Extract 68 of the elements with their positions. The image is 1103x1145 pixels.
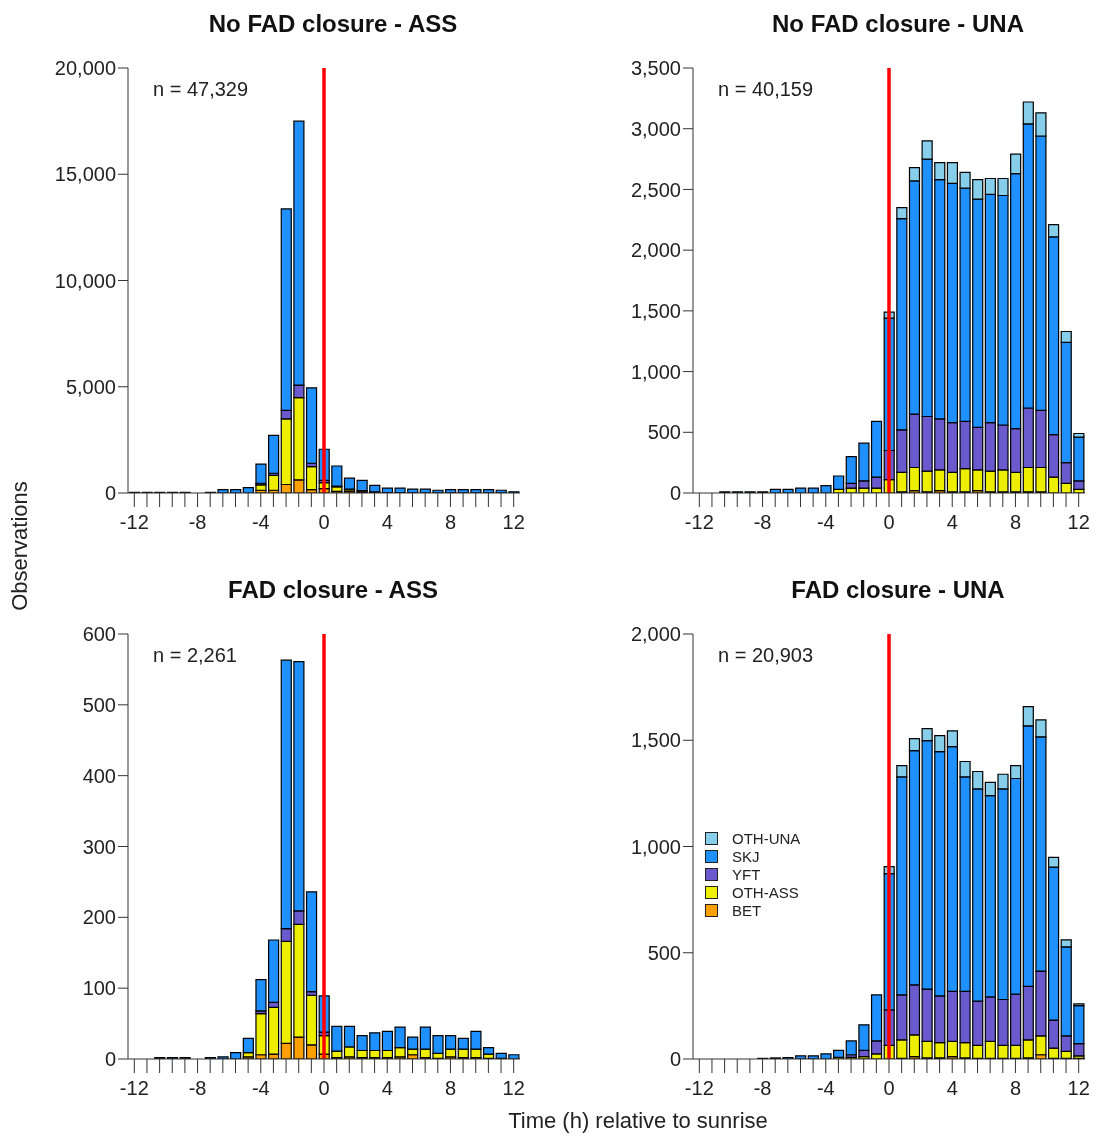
chart-title: No FAD closure - UNA: [771, 10, 1025, 38]
x-tick-label: -4: [251, 511, 270, 534]
legend-label: OTH-UNA: [732, 829, 801, 847]
x-tick-label: 8: [444, 1077, 457, 1100]
x-tick-label: -4: [816, 1077, 835, 1100]
y-tick-label: 1,000: [630, 835, 681, 858]
y-tick-label: 3,500: [630, 57, 681, 80]
y-tick-label: 15,000: [54, 163, 116, 186]
chart-title: FAD closure - UNA: [790, 576, 1006, 604]
y-tick-label: 100: [82, 977, 116, 1000]
legend-label: YFT: [732, 865, 761, 883]
y-tick-label: 200: [82, 906, 116, 929]
x-tick-label: 8: [1009, 1077, 1022, 1100]
x-tick-label: -8: [188, 511, 207, 534]
x-axis-title: Time (h) relative to sunrise: [507, 1108, 769, 1134]
y-tick-label: 300: [82, 835, 116, 858]
y-tick-label: 0: [669, 482, 681, 505]
y-tick-label: 1,000: [630, 360, 681, 383]
y-tick-label: 0: [104, 1048, 116, 1071]
x-tick-label: 4: [381, 511, 393, 534]
x-tick-label: 12: [502, 1077, 525, 1100]
x-tick-label: 12: [502, 511, 525, 534]
x-tick-label: -4: [816, 511, 835, 534]
x-tick-label: -4: [251, 1077, 270, 1100]
x-tick-label: 12: [1067, 1077, 1090, 1100]
x-tick-label: 0: [318, 511, 330, 534]
y-tick-label: 500: [82, 693, 116, 716]
y-tick-label: 2,000: [630, 623, 681, 646]
y-tick-label: 400: [82, 764, 116, 787]
x-tick-label: 8: [1009, 511, 1022, 534]
annotation: n = 47,329: [153, 78, 249, 101]
y-tick-label: 1,500: [630, 729, 681, 752]
x-tick-label: -12: [119, 1077, 149, 1100]
x-tick-label: 4: [946, 1077, 958, 1100]
chart-title: No FAD closure - ASS: [207, 10, 459, 38]
legend-label: BET: [732, 901, 762, 919]
y-axis-title: Observations: [7, 480, 33, 613]
x-tick-label: 4: [946, 511, 958, 534]
annotation: n = 20,903: [718, 644, 814, 667]
y-tick-label: 0: [669, 1048, 681, 1071]
x-tick-label: -8: [753, 511, 772, 534]
y-tick-label: 2,500: [630, 178, 681, 201]
y-tick-label: 500: [647, 941, 681, 964]
x-tick-label: -8: [753, 1077, 772, 1100]
y-tick-label: 600: [82, 623, 116, 646]
x-tick-label: -8: [188, 1077, 207, 1100]
x-tick-label: -12: [119, 511, 149, 534]
x-tick-label: 0: [883, 511, 895, 534]
x-tick-label: 0: [883, 1077, 895, 1100]
x-tick-label: -12: [684, 511, 714, 534]
x-tick-label: -12: [684, 1077, 714, 1100]
x-tick-label: 4: [381, 1077, 393, 1100]
x-tick-label: 0: [318, 1077, 330, 1100]
y-tick-label: 10,000: [54, 269, 116, 292]
legend-label: SKJ: [732, 847, 760, 865]
y-tick-label: 500: [647, 421, 681, 444]
chart-title: FAD closure - ASS: [227, 576, 439, 604]
annotation: n = 40,159: [718, 78, 814, 101]
x-tick-label: 8: [444, 511, 457, 534]
y-tick-label: 2,000: [630, 239, 681, 262]
y-tick-label: 5,000: [65, 375, 116, 398]
y-tick-label: 1,500: [630, 299, 681, 322]
annotation: n = 2,261: [153, 644, 237, 667]
y-tick-label: 20,000: [54, 57, 116, 80]
legend-label: OTH-ASS: [732, 883, 799, 901]
y-tick-label: 3,000: [630, 117, 681, 140]
x-tick-label: 12: [1067, 511, 1090, 534]
y-tick-label: 0: [104, 482, 116, 505]
